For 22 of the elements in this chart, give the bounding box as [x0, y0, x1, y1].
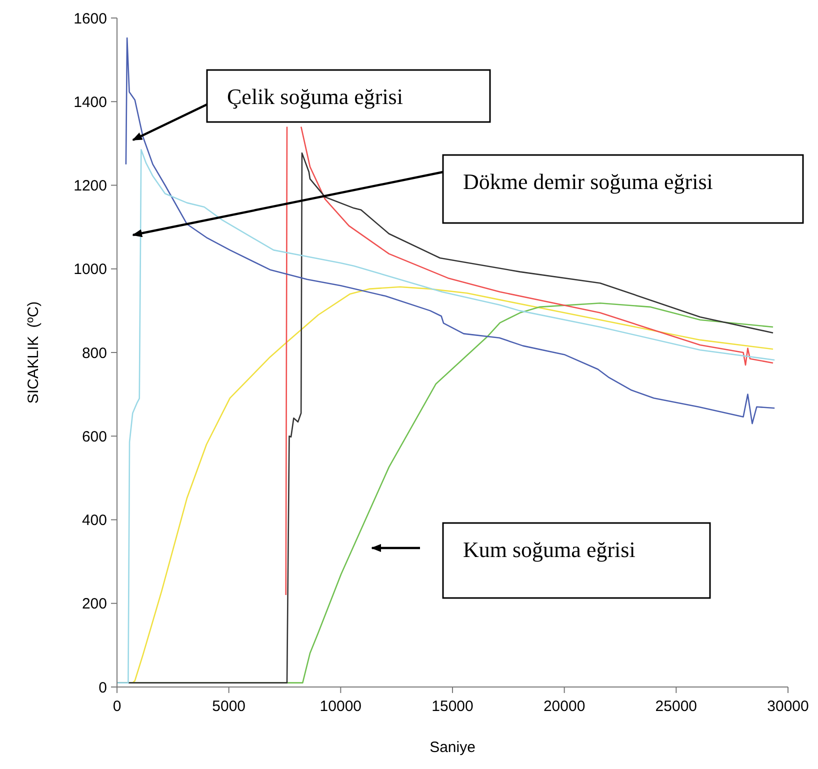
y-tick-label: 1600 [74, 10, 107, 28]
x-tick-label: 0 [112, 698, 122, 715]
y-tick-label: 1000 [74, 261, 107, 278]
x-tick-label: 20000 [543, 698, 586, 715]
y-tick-label: 400 [82, 512, 107, 529]
x-tick-label: 15000 [432, 698, 474, 715]
y-tick-label: 1200 [74, 178, 107, 194]
annotation: Çelik soğuma eğrisi [227, 84, 403, 109]
y-tick-label: 0 [98, 679, 107, 696]
y-tick-label: 800 [82, 344, 107, 362]
y-tick-label: 1400 [74, 94, 107, 111]
x-tick-label: 5000 [212, 698, 246, 715]
x-tick-label: 10000 [320, 698, 362, 715]
x-tick-label: 30000 [767, 698, 809, 715]
y-axis-title: SICAKLIK (ºC) [25, 301, 42, 404]
y-tick-label: 200 [82, 596, 107, 613]
x-axis-title: Saniye [430, 739, 476, 756]
y-tick-label: 600 [82, 428, 107, 446]
x-tick-label: 25000 [655, 698, 698, 715]
annotation: Dökme demir soğuma eğrisi [463, 169, 713, 194]
line-series [125, 37, 776, 424]
annotation: Kum soğuma eğrisi [463, 537, 636, 562]
